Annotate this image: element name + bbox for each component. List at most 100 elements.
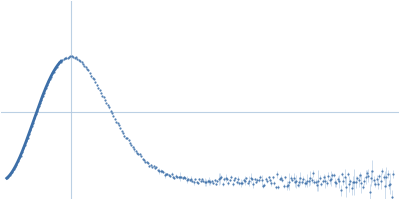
Point <box>31 116 38 119</box>
Point <box>195 181 201 184</box>
Point <box>358 182 365 185</box>
Point <box>168 172 175 175</box>
Point <box>146 164 153 167</box>
Point <box>27 128 34 131</box>
Point <box>332 181 338 184</box>
Point <box>13 163 20 167</box>
Point <box>64 56 71 59</box>
Point <box>249 178 255 181</box>
Point <box>276 177 283 180</box>
Point <box>180 176 186 179</box>
Point <box>321 176 327 179</box>
Point <box>335 178 341 181</box>
Point <box>22 144 28 147</box>
Point <box>172 174 179 178</box>
Point <box>365 174 372 177</box>
Point <box>220 182 226 185</box>
Point <box>35 104 42 107</box>
Point <box>333 182 340 185</box>
Point <box>60 58 67 61</box>
Point <box>354 177 360 180</box>
Point <box>238 181 244 184</box>
Point <box>74 57 80 60</box>
Point <box>33 113 39 116</box>
Point <box>121 134 128 137</box>
Point <box>77 59 83 63</box>
Point <box>20 147 26 150</box>
Point <box>84 68 90 71</box>
Point <box>67 55 74 58</box>
Point <box>240 179 247 182</box>
Point <box>282 176 288 179</box>
Point <box>322 180 328 183</box>
Point <box>356 179 362 182</box>
Point <box>144 160 150 163</box>
Point <box>186 178 193 181</box>
Point <box>59 58 65 61</box>
Point <box>290 176 297 179</box>
Point <box>258 179 265 182</box>
Point <box>178 176 184 179</box>
Point <box>224 177 230 180</box>
Point <box>360 185 366 188</box>
Point <box>124 137 130 140</box>
Point <box>166 174 172 177</box>
Point <box>314 184 320 187</box>
Point <box>198 180 204 183</box>
Point <box>181 175 187 179</box>
Point <box>175 176 182 179</box>
Point <box>134 151 140 155</box>
Point <box>244 181 251 185</box>
Point <box>167 174 174 178</box>
Point <box>387 182 394 185</box>
Point <box>26 132 32 135</box>
Point <box>338 189 344 192</box>
Point <box>153 166 160 169</box>
Point <box>307 177 313 180</box>
Point <box>92 81 99 84</box>
Point <box>159 169 165 172</box>
Point <box>126 139 132 142</box>
Point <box>114 121 121 125</box>
Point <box>127 141 133 145</box>
Point <box>214 179 220 182</box>
Point <box>226 178 233 181</box>
Point <box>339 172 345 176</box>
Point <box>252 177 258 181</box>
Point <box>371 179 377 182</box>
Point <box>336 180 342 183</box>
Point <box>5 175 11 179</box>
Point <box>256 178 262 181</box>
Point <box>163 172 169 175</box>
Point <box>117 126 124 130</box>
Point <box>246 179 252 183</box>
Point <box>265 176 272 179</box>
Point <box>301 181 308 185</box>
Point <box>182 177 189 180</box>
Point <box>263 177 269 180</box>
Point <box>293 180 300 183</box>
Point <box>154 169 161 172</box>
Point <box>49 72 56 75</box>
Point <box>48 75 54 78</box>
Point <box>325 175 331 178</box>
Point <box>56 61 62 64</box>
Point <box>318 182 324 186</box>
Point <box>128 143 135 147</box>
Point <box>19 151 25 154</box>
Point <box>217 177 223 180</box>
Point <box>340 179 346 182</box>
Point <box>389 196 395 199</box>
Point <box>310 172 316 175</box>
Point <box>96 89 103 92</box>
Point <box>357 173 363 177</box>
Point <box>138 155 144 158</box>
Point <box>390 173 396 176</box>
Point <box>80 62 86 66</box>
Point <box>40 94 46 97</box>
Point <box>116 124 122 127</box>
Point <box>311 180 318 183</box>
Point <box>196 178 202 181</box>
Point <box>216 178 222 181</box>
Point <box>286 180 292 184</box>
